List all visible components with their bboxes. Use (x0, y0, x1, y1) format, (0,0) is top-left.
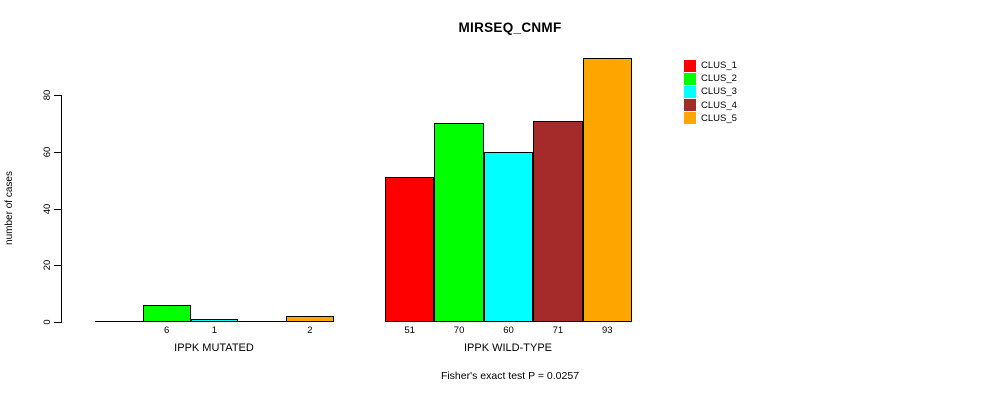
bar-clus_3 (190, 319, 239, 322)
legend-label: CLUS_4 (701, 99, 737, 111)
legend-label: CLUS_3 (701, 86, 737, 98)
legend-swatch-clus-2 (684, 72, 696, 85)
bar-clus_2 (434, 123, 484, 322)
y-tick-label: 0 (41, 319, 53, 325)
legend-item: CLUS_2 (684, 72, 737, 85)
y-tick (54, 322, 61, 323)
legend-swatch-clus-5 (684, 112, 696, 125)
legend: CLUS_1 CLUS_2 CLUS_3 CLUS_4 CLUS_5 (684, 59, 737, 125)
legend-item: CLUS_5 (684, 112, 737, 125)
y-tick-label: 60 (41, 146, 53, 158)
bar-value-label: 51 (404, 325, 415, 336)
bar-value-label: 71 (552, 325, 564, 336)
bar-value-label: 60 (503, 325, 514, 336)
legend-swatch-clus-1 (684, 59, 696, 72)
y-tick-label: 20 (41, 259, 53, 271)
legend-swatch-clus-3 (684, 85, 696, 98)
legend-label: CLUS_5 (701, 112, 737, 124)
chart-title: MIRSEQ_CNMF (458, 20, 562, 35)
y-axis-label: number of cases (4, 171, 15, 245)
bar-clus_4 (533, 120, 583, 322)
y-tick (54, 151, 61, 153)
bar-value-label: 1 (211, 325, 218, 336)
legend-label: CLUS_2 (701, 73, 737, 85)
legend-item: CLUS_1 (684, 59, 737, 72)
bar-clus_5 (582, 58, 632, 322)
y-tick (54, 95, 61, 96)
bar-clus_1 (385, 177, 435, 322)
legend-item: CLUS_4 (684, 99, 737, 112)
bar-clus_3 (483, 151, 534, 322)
y-tick (54, 208, 61, 210)
y-tick-label: 40 (41, 203, 53, 214)
bar-value-label: 93 (602, 325, 613, 336)
legend-item: CLUS_3 (684, 85, 737, 98)
fisher-test-caption: Fisher's exact test P = 0.0257 (440, 370, 580, 382)
bar-value-label: 2 (307, 325, 313, 336)
group-label-ippk-mutated: IPPK MUTATED (174, 342, 254, 354)
legend-label: CLUS_1 (701, 60, 737, 72)
group-label-ippk-wild-type: IPPK WILD-TYPE (463, 342, 553, 354)
y-axis-line (61, 95, 63, 323)
bar-clus_2 (142, 304, 191, 322)
legend-swatch-clus-4 (684, 99, 696, 112)
y-tick-label: 80 (41, 89, 53, 101)
bar-value-label: 70 (453, 325, 465, 336)
bar-clus_5 (286, 316, 334, 322)
y-tick (54, 265, 61, 267)
bar-value-label: 6 (163, 325, 170, 336)
